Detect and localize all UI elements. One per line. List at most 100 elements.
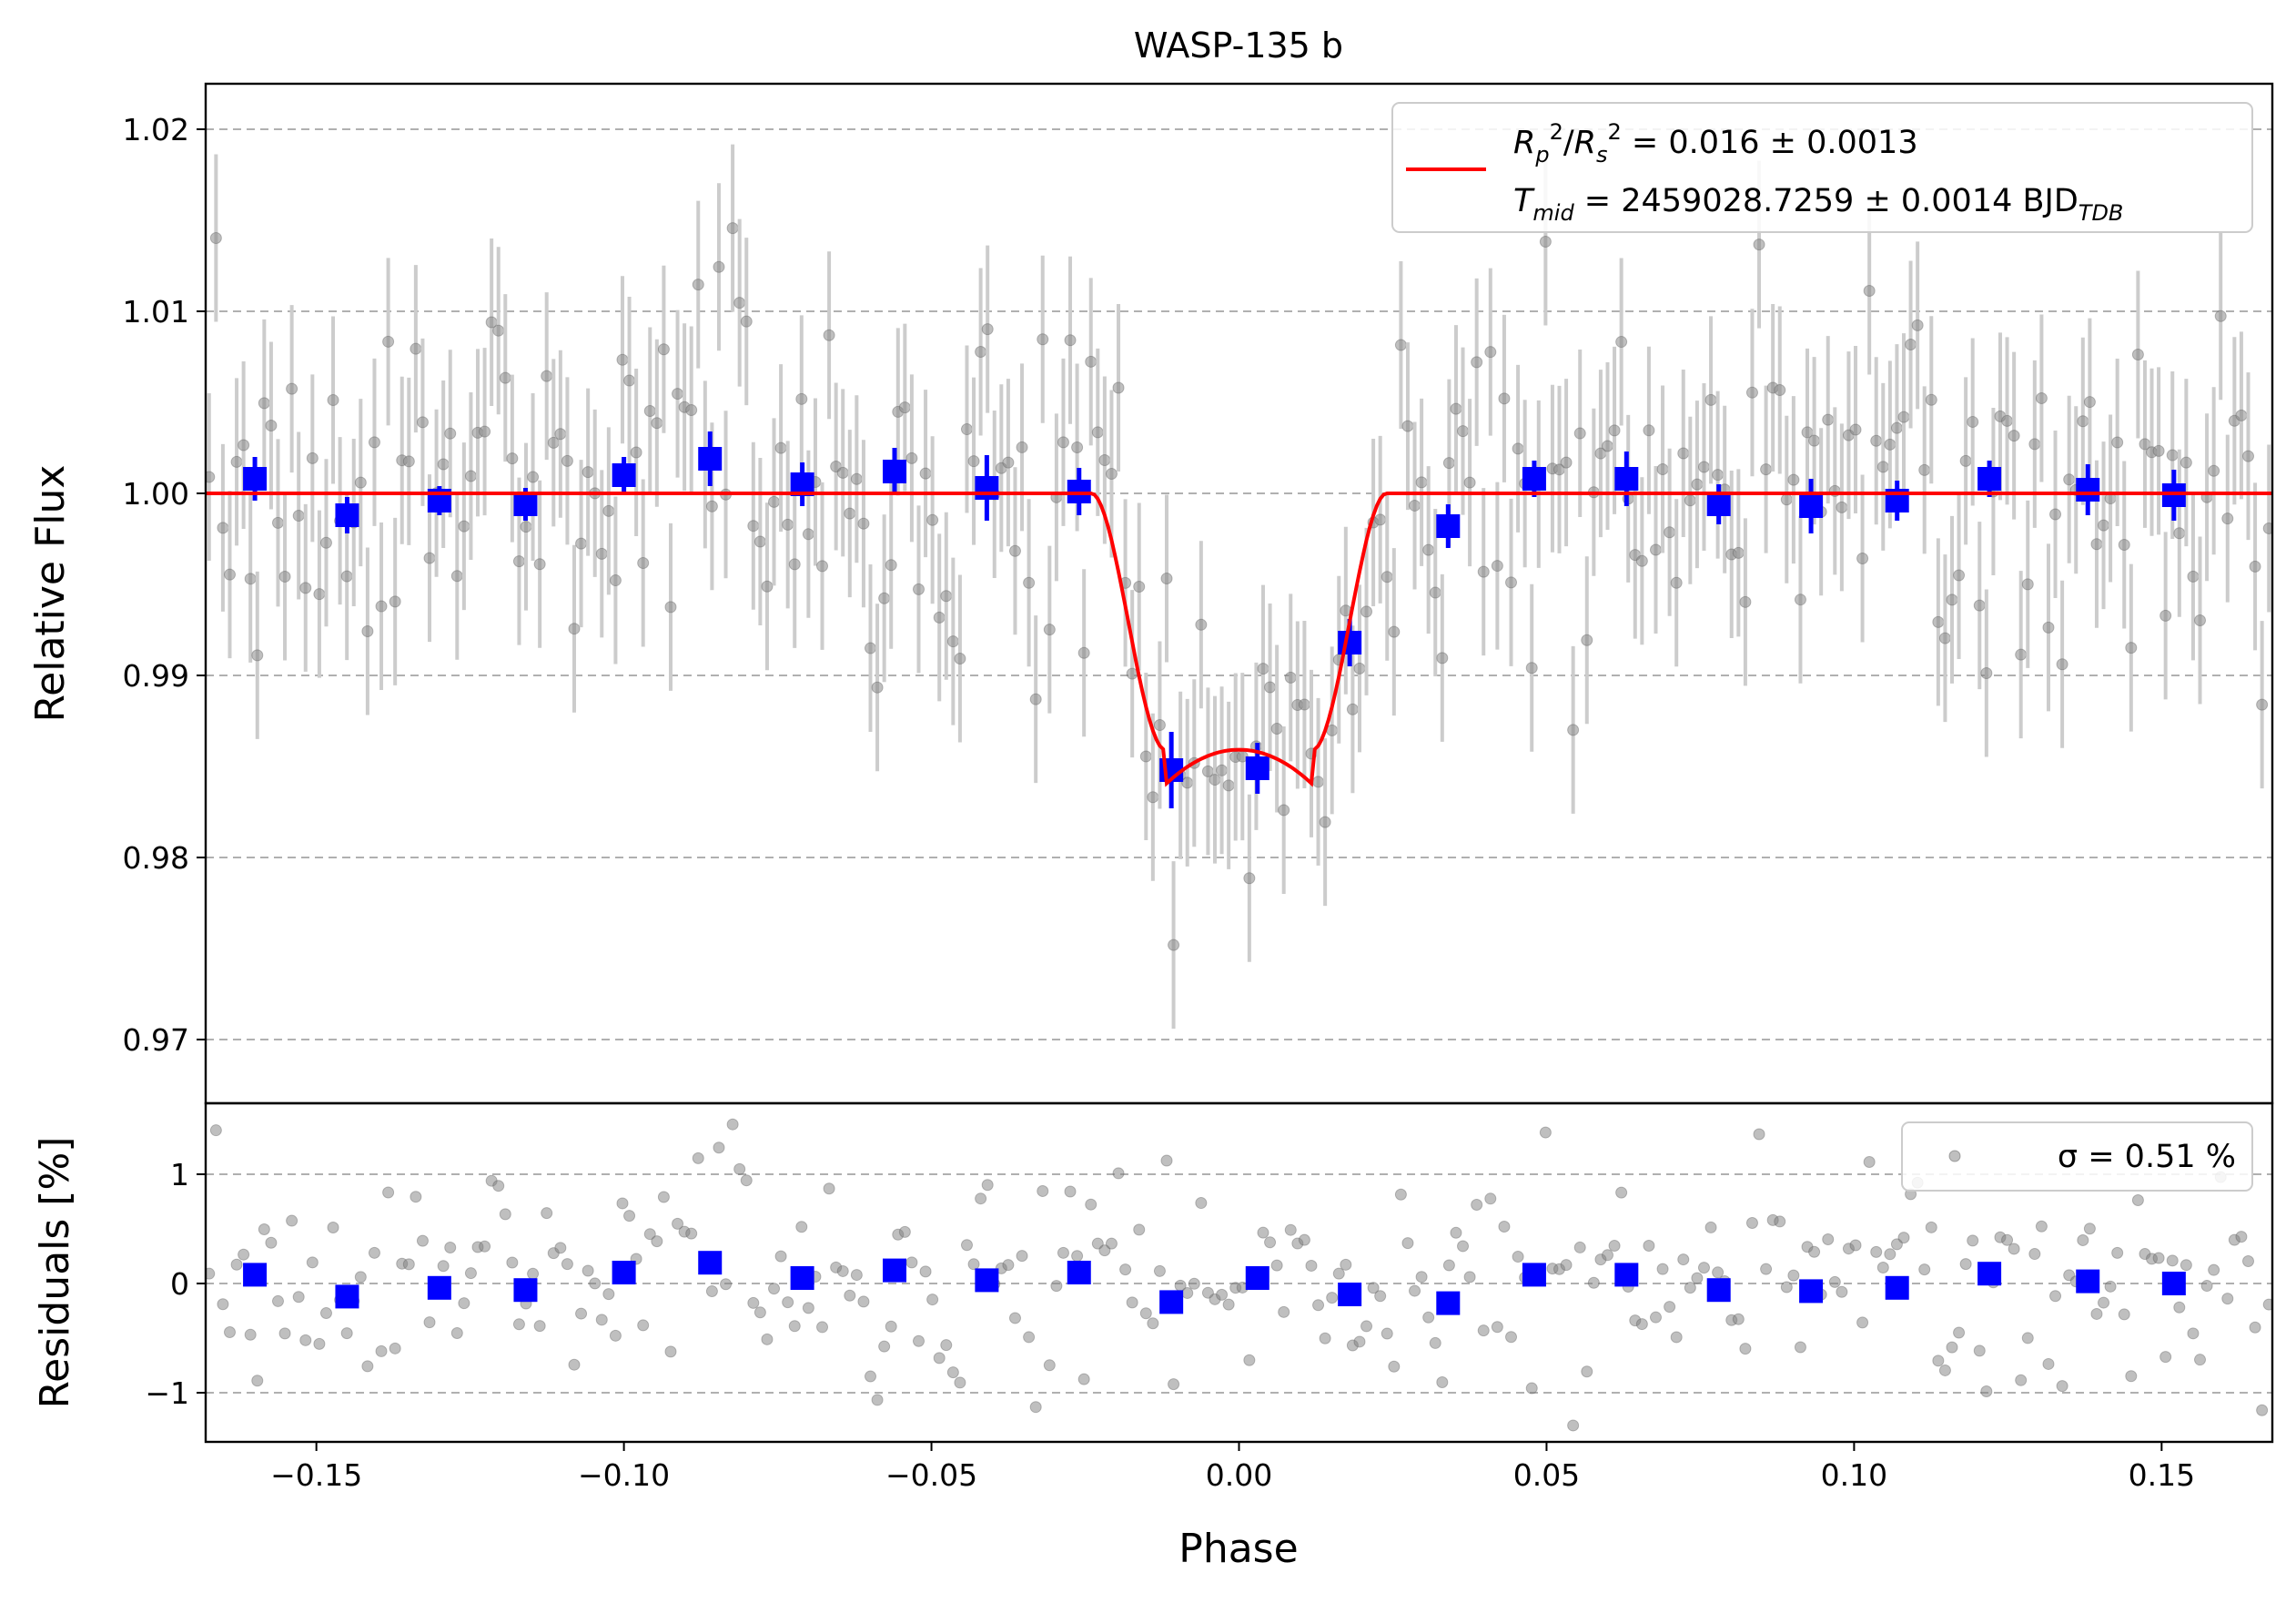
phase-x-tick-label: 0.15: [2129, 1457, 2195, 1493]
raw-residual-point: [1043, 1359, 1056, 1372]
flux-legend-box: [1391, 102, 2253, 233]
raw-residual-point: [2083, 1223, 2096, 1235]
raw-residual-point: [1381, 1327, 1393, 1340]
raw-flux-point: [623, 374, 636, 387]
flux-y-tick-label: 0.98: [123, 840, 189, 876]
raw-flux-point: [705, 500, 718, 512]
raw-residual-point: [692, 1152, 704, 1164]
binned-residual-point: [427, 1275, 451, 1300]
raw-flux-point: [2118, 539, 2130, 552]
raw-residual-point: [1780, 1281, 1793, 1294]
raw-flux-point: [1023, 576, 1036, 589]
raw-flux-point: [1133, 580, 1146, 593]
raw-flux-point: [1938, 632, 1951, 644]
raw-residual-point: [2118, 1308, 2130, 1321]
raw-residual-point: [672, 1217, 684, 1230]
raw-residual-point: [2221, 1293, 2234, 1305]
raw-flux-point: [960, 423, 973, 436]
raw-residual-point: [823, 1182, 835, 1195]
raw-flux-point: [2021, 578, 2034, 591]
raw-flux-point: [2049, 508, 2062, 521]
raw-flux-point: [354, 476, 367, 489]
binned-flux-point: [1614, 467, 1639, 491]
raw-residual-point: [271, 1294, 284, 1307]
raw-flux-point: [1216, 764, 1229, 776]
binned-residual-point: [1245, 1266, 1269, 1290]
binned-flux-point: [1436, 514, 1461, 538]
raw-flux-point: [1209, 774, 1221, 786]
raw-residual-point: [1284, 1223, 1297, 1236]
raw-flux-point: [1573, 427, 1586, 440]
raw-residual-point: [1739, 1343, 1752, 1355]
raw-flux-point: [1649, 543, 1662, 556]
raw-residual-point: [1374, 1290, 1387, 1303]
raw-residual-point: [2035, 1220, 2048, 1233]
binned-residual-point: [1067, 1261, 1091, 1284]
raw-residual-point: [768, 1283, 781, 1295]
raw-residual-point: [292, 1291, 305, 1304]
raw-flux-point: [437, 458, 450, 471]
raw-flux-point: [299, 582, 312, 594]
raw-flux-point: [1836, 501, 1848, 513]
raw-flux-point: [1635, 554, 1648, 567]
raw-residual-point: [1471, 1199, 1483, 1212]
raw-residual-point: [1581, 1365, 1593, 1378]
raw-residual-point: [217, 1298, 229, 1311]
raw-residual-point: [582, 1264, 594, 1277]
raw-flux-point: [2056, 658, 2068, 671]
raw-residual-point: [1691, 1272, 1704, 1284]
raw-flux-point: [327, 394, 339, 407]
raw-residual-point: [1587, 1276, 1600, 1289]
raw-flux-point: [1029, 693, 1042, 705]
raw-residual-point: [2125, 1370, 2138, 1383]
binned-flux-point: [1522, 467, 1546, 491]
raw-residual-point: [1828, 1275, 1841, 1288]
raw-residual-point: [1133, 1223, 1146, 1236]
residual-y-tick-label: 1: [170, 1157, 189, 1192]
raw-flux-point: [1077, 646, 1090, 659]
raw-residual-point: [1340, 1258, 1352, 1271]
raw-flux-point: [926, 513, 939, 526]
raw-flux-point: [520, 521, 532, 533]
binned-residual-point: [698, 1251, 723, 1275]
raw-flux-point: [788, 558, 801, 571]
raw-residual-point: [705, 1285, 718, 1298]
raw-residual-point: [664, 1345, 677, 1358]
raw-flux-point: [1436, 652, 1449, 665]
raw-flux-point: [1457, 425, 1470, 438]
raw-flux-point: [1442, 457, 1455, 470]
raw-flux-point: [1429, 586, 1441, 599]
raw-residual-point: [1870, 1245, 1883, 1258]
raw-residual-point: [238, 1248, 250, 1261]
raw-flux-point: [238, 439, 250, 451]
raw-residual-point: [1450, 1226, 1462, 1239]
raw-flux-point: [1691, 478, 1704, 491]
raw-flux-point: [402, 455, 415, 468]
raw-flux-point: [533, 558, 546, 571]
raw-residual-point: [898, 1225, 911, 1238]
raw-residual-point: [1050, 1280, 1063, 1293]
raw-flux-point: [223, 568, 236, 581]
raw-flux-point: [1016, 441, 1028, 453]
raw-flux-point: [1760, 463, 1773, 476]
raw-residual-point: [2090, 1307, 2103, 1320]
raw-residual-point: [464, 1267, 477, 1280]
raw-flux-point: [1925, 393, 1937, 406]
raw-flux-point: [1953, 569, 1966, 582]
raw-flux-point: [319, 536, 332, 549]
raw-residual-point: [1677, 1253, 1690, 1266]
raw-flux-point: [1091, 426, 1104, 439]
flux-legend: Rp2/Rs2 = 0.016 ± 0.0013 Tmid = 2459028.…: [1391, 102, 2253, 233]
raw-residual-point: [2008, 1243, 2020, 1255]
raw-residual-point: [416, 1234, 429, 1247]
raw-flux-point: [313, 588, 326, 601]
raw-flux-point: [1884, 438, 1896, 451]
raw-residual-point: [720, 1278, 733, 1291]
raw-flux-point: [1064, 334, 1077, 347]
binned-flux-point: [1245, 756, 1269, 780]
raw-flux-point: [1656, 463, 1669, 476]
raw-residual-point: [2056, 1380, 2068, 1393]
raw-residual-point: [2187, 1327, 2200, 1340]
raw-residual-point: [623, 1210, 636, 1223]
